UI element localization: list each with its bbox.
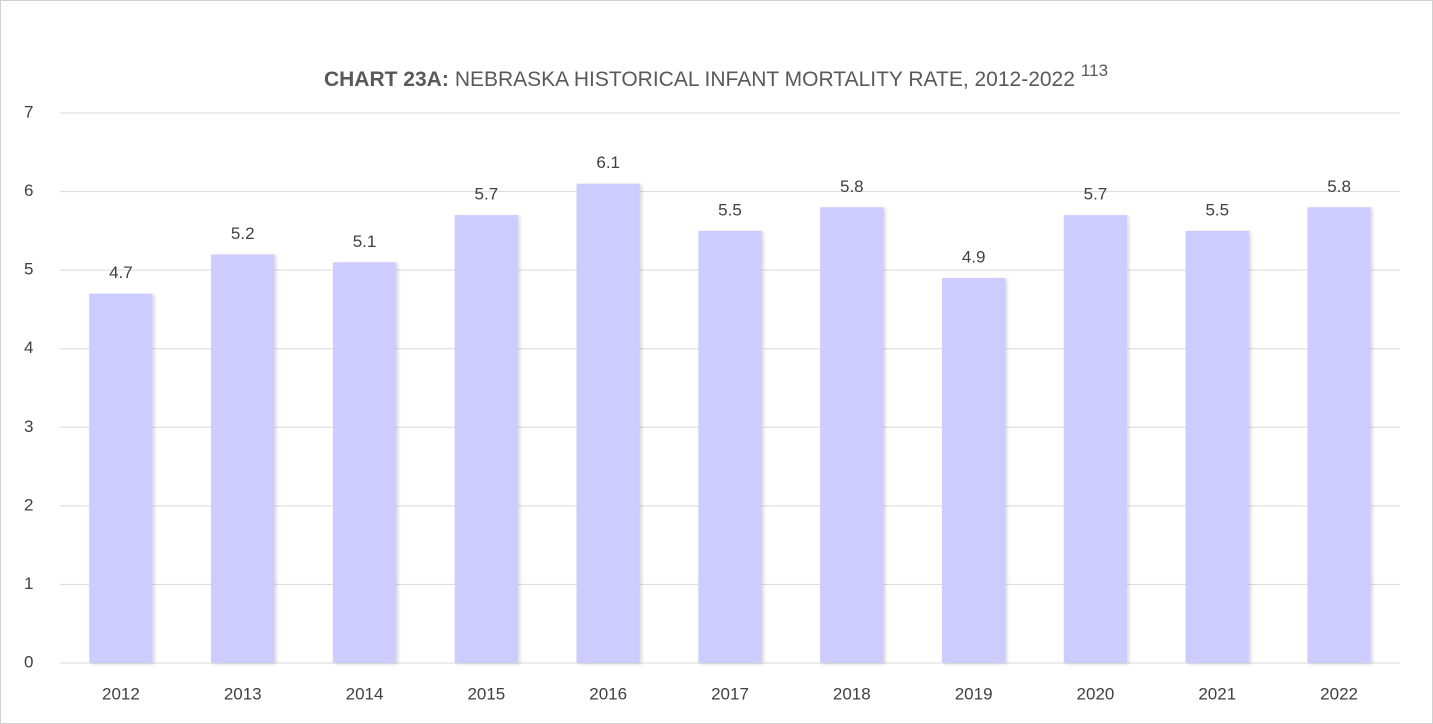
y-tick-label: 6: [24, 181, 33, 200]
data-label: 5.7: [1084, 185, 1108, 204]
bar: [89, 293, 153, 663]
x-tick-label: 2014: [346, 684, 384, 703]
x-tick-label: 2020: [1077, 684, 1115, 703]
bar: [1185, 230, 1249, 663]
data-label: 4.7: [109, 263, 133, 282]
x-tick-label: 2018: [833, 684, 871, 703]
bar: [820, 207, 884, 664]
data-label: 4.9: [962, 247, 986, 266]
data-label: 5.5: [718, 200, 742, 219]
y-tick-label: 2: [24, 495, 33, 514]
x-tick-label: 2022: [1320, 684, 1358, 703]
data-label: 6.1: [596, 153, 620, 172]
bar: [576, 183, 640, 663]
bar: [1307, 207, 1371, 664]
x-tick-label: 2012: [102, 684, 140, 703]
bar: [698, 230, 762, 663]
bar: [454, 215, 519, 663]
chart-title-group: CHART 23A: NEBRASKA HISTORICAL INFANT MOR…: [324, 61, 1108, 90]
y-tick-label: 0: [24, 652, 33, 671]
title-footnote: 113: [1081, 61, 1108, 80]
chart-title: NEBRASKA HISTORICAL INFANT MORTALITY RAT…: [455, 68, 1075, 91]
y-tick-label: 3: [24, 417, 33, 436]
y-tick-label: 5: [24, 260, 33, 279]
bar: [332, 262, 397, 663]
x-tick-label: 2015: [467, 684, 505, 703]
bar: [1063, 215, 1128, 663]
x-tick-label: 2016: [589, 684, 627, 703]
bar: [941, 278, 1006, 663]
bar: [211, 254, 275, 663]
chart-title-label: CHART 23A:: [324, 68, 449, 91]
x-tick-label: 2017: [711, 684, 749, 703]
data-label: 5.5: [1205, 200, 1229, 219]
data-label: 5.7: [475, 185, 499, 204]
x-tick-label: 2013: [224, 684, 262, 703]
data-label: 5.1: [353, 232, 377, 251]
data-label: 5.8: [1327, 177, 1351, 196]
x-tick-label: 2019: [955, 684, 993, 703]
y-tick-label: 1: [24, 574, 33, 593]
data-label: 5.2: [231, 224, 255, 243]
data-label: 5.8: [840, 177, 864, 196]
y-tick-label: 7: [24, 102, 33, 121]
x-tick-label: 2021: [1198, 684, 1236, 703]
y-tick-label: 4: [24, 338, 33, 357]
